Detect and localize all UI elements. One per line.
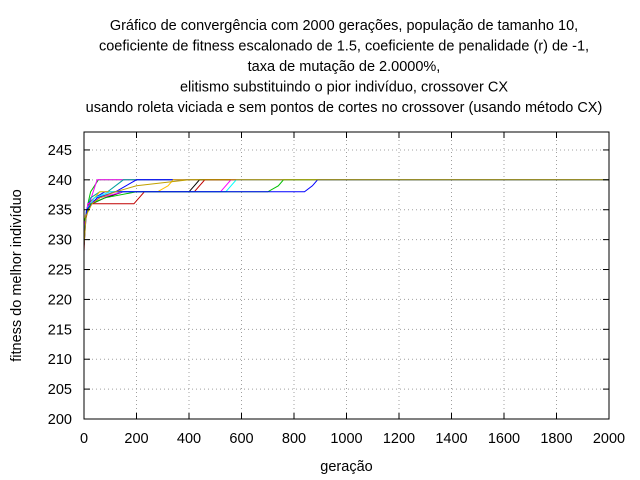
y-tick-label: 210 (48, 352, 72, 368)
y-axis-label: fitness do melhor indivíduo (9, 189, 25, 362)
x-axis-ticks: 0 200 400 600 800 1000 1200 1400 1600 1800 2000 (80, 132, 625, 447)
x-tick-label: 800 (282, 431, 306, 447)
grid-lines (84, 132, 609, 419)
y-tick-label: 230 (48, 233, 72, 249)
series-line-3 (83, 179, 609, 234)
x-tick-label: 200 (124, 431, 148, 447)
x-tick-label: 400 (177, 431, 201, 447)
x-axis-label: geração (320, 459, 372, 475)
title-line: taxa de mutação de 2.0000%, (248, 59, 441, 75)
title-line: coeficiente de fitness escalonado de 1.5… (99, 39, 589, 55)
y-tick-label: 220 (48, 292, 72, 308)
y-tick-label: 200 (48, 412, 72, 428)
series-line-6 (83, 179, 609, 234)
x-tick-label: 1800 (540, 431, 572, 447)
plot-frame (83, 131, 610, 420)
y-tick-label: 240 (48, 173, 72, 189)
x-tick-label: 2000 (593, 431, 625, 447)
y-tick-label: 235 (48, 203, 72, 219)
x-tick-label: 0 (80, 431, 88, 447)
chart-title: Gráfico de convergência com 2000 geraçõe… (86, 18, 603, 116)
y-tick-label: 225 (48, 263, 72, 279)
series-lines (83, 179, 609, 252)
x-tick-label: 1400 (435, 431, 467, 447)
y-tick-label: 245 (48, 143, 72, 159)
series-line-4 (83, 179, 609, 228)
y-tick-label: 215 (48, 322, 72, 338)
title-line: usando roleta viciada e sem pontos de co… (86, 100, 603, 116)
x-tick-label: 600 (229, 431, 253, 447)
y-tick-label: 205 (48, 382, 72, 398)
y-axis-ticks: 200 205 210 215 220 225 230 235 240 245 (48, 143, 609, 428)
x-tick-label: 1000 (330, 431, 362, 447)
x-tick-label: 1200 (383, 431, 415, 447)
series-line-12 (83, 179, 609, 246)
title-line: elitismo substituindo o pior indivíduo, … (180, 80, 508, 96)
x-tick-label: 1600 (488, 431, 520, 447)
title-line: Gráfico de convergência com 2000 geraçõe… (110, 18, 578, 34)
